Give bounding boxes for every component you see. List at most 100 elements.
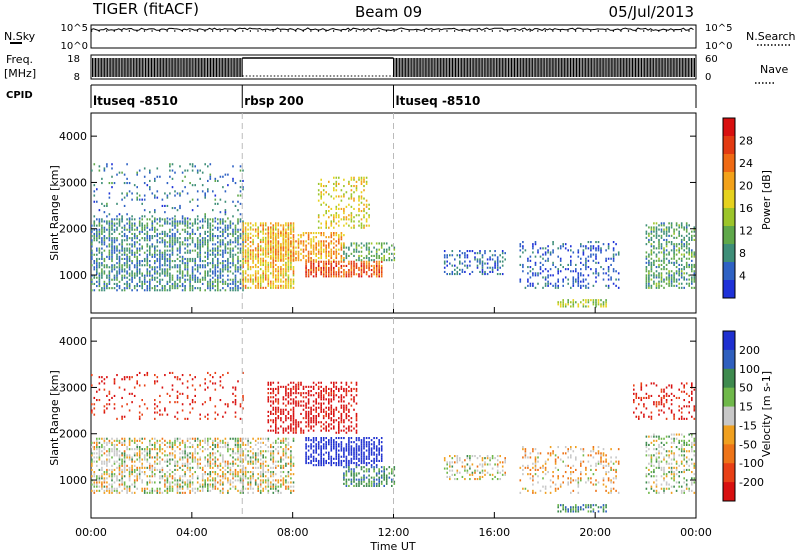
power-cells-cell [154,247,156,250]
power-cells-cell [675,228,678,231]
power-cells-cell [691,238,693,241]
velocity-cells-cell [116,491,118,494]
power-cells-cell [350,220,353,223]
power-cells-cell [270,228,272,231]
power-cells-cell [204,264,206,267]
power-cells-cell [287,282,290,285]
power-cells-cell [154,253,156,256]
power-cells-cell [645,286,648,289]
power-cells-cell [186,260,189,263]
power-cells-cell [688,274,690,277]
power-cells-cell [189,237,191,240]
power-cells-cell [446,260,448,263]
power-cells-cell [252,241,254,244]
power-cells-cell [454,264,456,267]
velocity-cells-cell [111,443,113,446]
power-cells-cell [544,259,547,262]
velocity-cells-cell [272,450,275,453]
power-cells-cell [254,274,257,277]
power-cells-cell [138,230,141,233]
power-cells-cell [572,276,575,279]
power-cells-cell [290,230,292,233]
power-cells-cell [171,207,174,210]
power-cells-cell [328,226,330,229]
power-cells-cell [136,247,138,250]
power-cells-cell [267,247,270,250]
power-cells-cell [446,264,448,267]
velocity-cells-cell [239,450,242,453]
velocity-cells-cell [133,479,136,482]
power-cells-cell [264,236,267,239]
velocity-cells-cell [194,376,196,379]
velocity-cells-cell [191,489,194,492]
power-cells-cell [335,176,338,179]
velocity-cells-cell [237,479,239,482]
power-cells-cell [199,260,201,263]
power-cells-cell [113,282,116,285]
velocity-cells-cell [116,437,118,440]
power-cells-cell [383,257,385,260]
power-cells-cell [212,257,214,260]
power-cells-cell [587,266,590,269]
velocity-cells-cell [280,485,282,488]
power-cells-cell [209,237,212,240]
power-cells-cell [252,257,254,260]
power-cells-cell [149,280,151,283]
velocity-cells-cell [108,483,111,486]
power-cells-cell [232,278,234,281]
power-cells-cell [143,274,146,277]
power-cells-cell [272,282,275,285]
power-cells-cell [322,189,325,192]
power-cells-cell [350,205,353,208]
power-cells-cell [227,262,229,265]
power-cells-cell [648,280,650,283]
velocity-cells-cell [270,454,272,457]
power-cells-cell [121,253,123,256]
power-cells-cell [262,249,264,252]
power-cells-cell [116,278,118,281]
power-colorbar-tick-1: 24 [739,157,753,170]
power-cells-cell [315,236,317,239]
power-cells-cell [239,249,242,252]
velocity-cells-cell [259,458,262,461]
velocity-cells-cell [196,489,199,492]
power-cells-cell [244,278,247,281]
power-cells-cell [582,251,585,254]
velocity-cells-cell [113,487,116,490]
power-cells-cell [133,272,136,275]
power-cells-cell [612,253,615,256]
power-cells-cell [126,222,128,225]
velocity-cells-cell [275,448,277,451]
power-cells-cell [668,272,670,275]
power-cells-cell [96,270,98,273]
power-cells-cell [320,242,322,245]
velocity-cells-cell [252,466,254,469]
power-cells-cell [209,268,212,271]
velocity-cells-cell [204,479,206,482]
power-cells-cell [322,260,325,263]
power-cells-cell [196,287,199,290]
power-cells-cell [191,169,194,172]
velocity-cells-cell [98,475,101,478]
power-cells-cell [570,255,572,258]
velocity-cells-cell [151,456,154,459]
power-cells-cell [204,251,206,254]
velocity-cells-cell [264,460,267,463]
power-cells-cell [96,188,98,191]
velocity-cells-cell [209,466,212,469]
power-cells-cell [537,272,539,275]
power-cells-cell [217,245,219,248]
velocity-cells-cell [108,448,111,451]
power-cells-cell [691,280,693,283]
velocity-cells-cell [146,481,149,484]
power-cells-cell [93,163,96,166]
power-cells-cell [655,259,658,262]
power-cells-cell [552,251,554,254]
power-cells-cell [123,257,126,260]
power-cells-cell [227,228,229,231]
power-cells-cell [491,258,494,261]
velocity-cells-cell [164,479,166,482]
power-cells-cell [159,278,161,281]
power-cells-cell [121,241,123,244]
velocity-cells-cell [166,481,169,484]
